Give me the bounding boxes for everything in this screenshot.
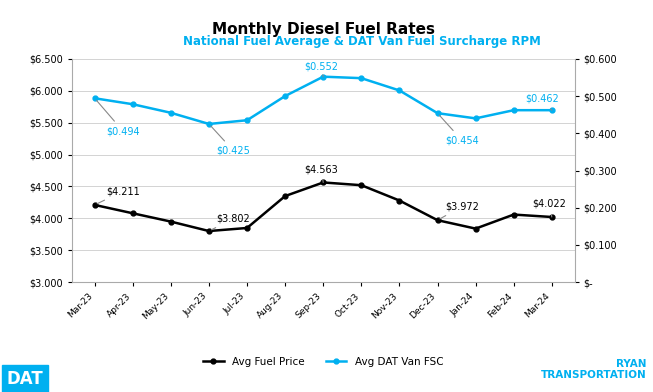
- Legend: Avg Fuel Price, Avg DAT Van FSC: Avg Fuel Price, Avg DAT Van FSC: [199, 352, 447, 371]
- Text: RYAN
TRANSPORTATION: RYAN TRANSPORTATION: [541, 359, 646, 380]
- Text: $0.425: $0.425: [211, 126, 251, 156]
- Text: $3.972: $3.972: [440, 201, 479, 219]
- Text: $0.494: $0.494: [97, 100, 140, 136]
- Title: Monthly Diesel Fuel Rates: Monthly Diesel Fuel Rates: [212, 22, 435, 37]
- Text: National Fuel Average & DAT Van Fuel Surcharge RPM: National Fuel Average & DAT Van Fuel Sur…: [183, 34, 541, 48]
- Text: $4.211: $4.211: [97, 186, 140, 204]
- Text: $4.563: $4.563: [304, 164, 338, 182]
- Text: $3.802: $3.802: [212, 214, 250, 230]
- Text: $0.552: $0.552: [304, 62, 338, 77]
- Text: $0.454: $0.454: [439, 115, 479, 145]
- Text: DAT: DAT: [7, 370, 43, 388]
- Text: $0.462: $0.462: [525, 94, 559, 110]
- Text: $4.022: $4.022: [533, 199, 567, 217]
